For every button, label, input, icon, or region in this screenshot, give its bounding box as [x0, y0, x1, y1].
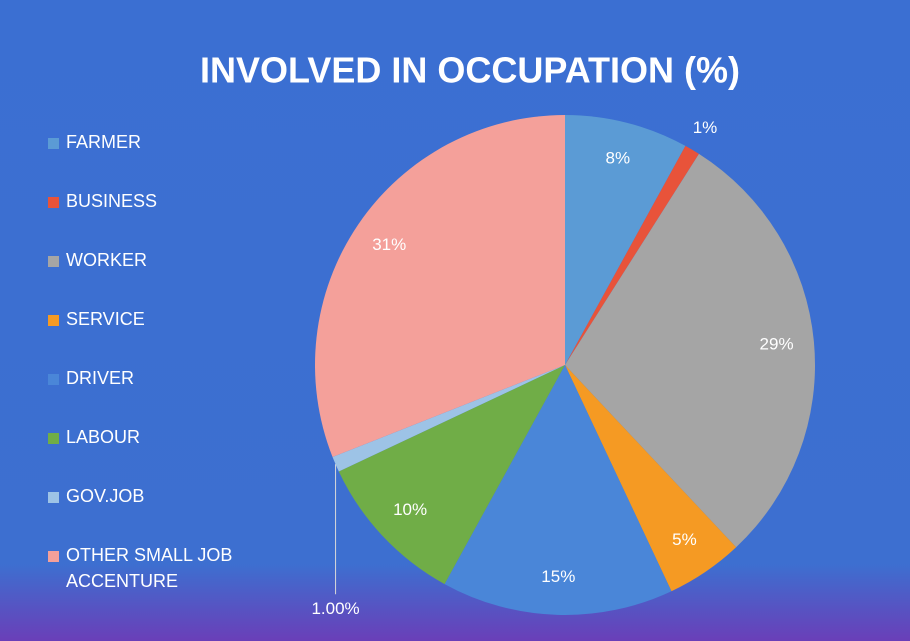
pie-slice: [565, 365, 737, 592]
legend-label: GOV.JOB: [66, 486, 144, 506]
pie-slice: [315, 115, 565, 458]
legend-swatch: [48, 374, 59, 385]
data-label: 8%: [606, 149, 631, 168]
legend-line: OTHER SMALL JOB: [66, 545, 232, 565]
data-label: 1.00%: [311, 599, 359, 618]
pie-slice: [332, 365, 565, 472]
pie-slice: [444, 365, 672, 616]
pie-slice: [565, 115, 686, 365]
legend-swatch: [48, 197, 59, 208]
pie-slice: [338, 365, 565, 585]
data-label: 29%: [760, 334, 794, 353]
data-label: 1%: [693, 118, 718, 137]
data-label: 5%: [672, 530, 697, 549]
legend-label: FARMER: [66, 132, 141, 152]
legend-swatch: [48, 492, 59, 503]
legend-swatch: [48, 551, 59, 562]
legend-swatch: [48, 138, 59, 149]
pie-slice: [565, 145, 699, 365]
legend-label: SERVICE: [66, 309, 145, 329]
legend-swatch: [48, 315, 59, 326]
chart-title: INVOLVED IN OCCUPATION (%): [200, 50, 740, 91]
legend-swatch: [48, 256, 59, 267]
data-label: 15%: [541, 567, 575, 586]
legend-label: BUSINESS: [66, 191, 157, 211]
legend-label: LABOUR: [66, 427, 140, 447]
legend-swatch: [48, 433, 59, 444]
legend-label: WORKER: [66, 250, 147, 270]
legend-line: ACCENTURE: [66, 571, 178, 591]
data-label: 10%: [393, 500, 427, 519]
data-label: 31%: [372, 235, 406, 254]
pie-slice: [565, 153, 816, 548]
legend-label: OTHER SMALL JOB ACCENTURE: [66, 545, 232, 591]
legend-label: DRIVER: [66, 368, 134, 388]
